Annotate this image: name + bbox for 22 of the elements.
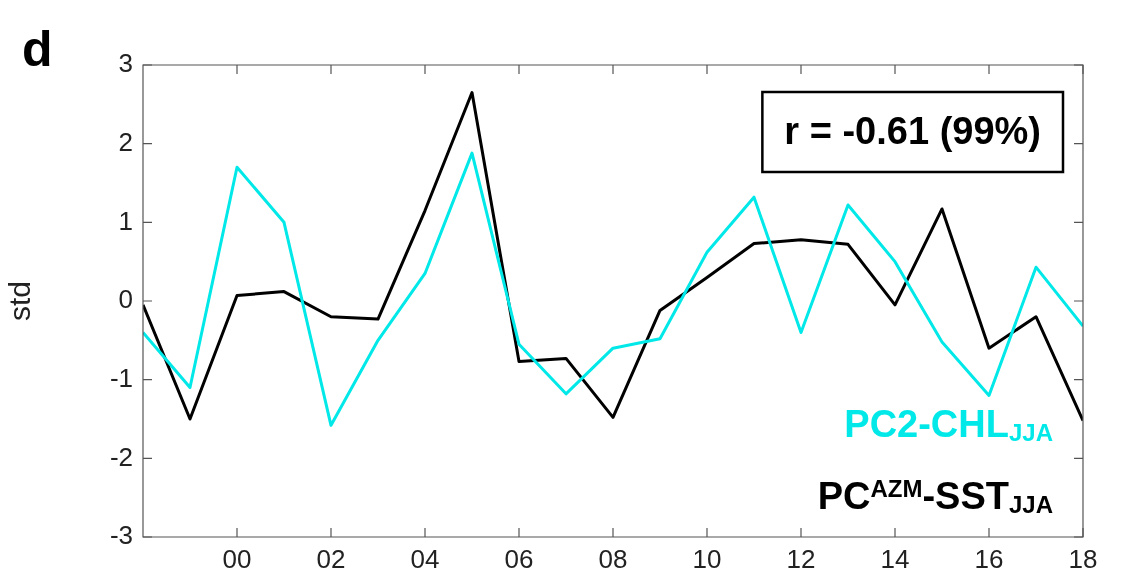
x-tick-label: 02 bbox=[316, 543, 346, 574]
y-tick-label: 3 bbox=[118, 48, 133, 79]
x-tick-label: 00 bbox=[222, 543, 252, 574]
x-tick-label: 12 bbox=[786, 543, 816, 574]
x-tick-label: 16 bbox=[974, 543, 1004, 574]
x-tick-label: 04 bbox=[410, 543, 440, 574]
x-tick-label: 08 bbox=[598, 543, 628, 574]
y-tick-label: 1 bbox=[118, 205, 133, 236]
annotation: r = -0.61 (99%) bbox=[784, 110, 1042, 153]
x-tick-label: 14 bbox=[880, 543, 910, 574]
y-tick-label: 0 bbox=[118, 284, 133, 315]
series-label: PC$^{AZM}$-SST$_{JJA}$ bbox=[817, 474, 1053, 520]
y-tick-label: -3 bbox=[109, 520, 133, 551]
x-tick-label: 18 bbox=[1068, 543, 1098, 574]
x-tick-label: 10 bbox=[692, 543, 722, 574]
y-tick-label: -2 bbox=[109, 441, 133, 472]
y-tick-label: 2 bbox=[118, 126, 133, 157]
chart-title: d bbox=[22, 21, 53, 77]
x-tick-label: 06 bbox=[504, 543, 534, 574]
y-tick-label: -1 bbox=[109, 362, 133, 393]
y-axis-title: std bbox=[3, 280, 37, 322]
series-label: PC2-CHL$_{JJA}$ bbox=[843, 402, 1053, 448]
